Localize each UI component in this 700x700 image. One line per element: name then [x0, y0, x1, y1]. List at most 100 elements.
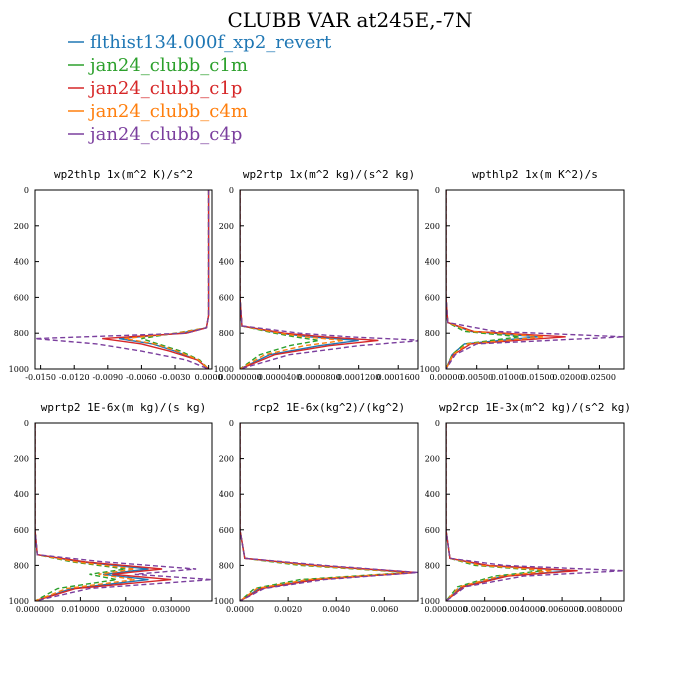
- series-group: [240, 190, 418, 369]
- series-line: [446, 190, 520, 369]
- y-tick-label: 800: [219, 561, 234, 570]
- x-tick-label: 0.0020: [274, 605, 302, 614]
- plot-frame: [445, 422, 625, 602]
- series-line: [240, 190, 418, 369]
- y-tick-label: 0: [435, 419, 440, 428]
- legend-label: jan24_clubb_c4p: [88, 124, 242, 145]
- series-line: [35, 423, 149, 601]
- y-tick-label: 1000: [9, 597, 29, 606]
- y-tick-label: 400: [14, 490, 29, 499]
- x-tick-label: 0.0060: [370, 605, 398, 614]
- series-line: [446, 423, 578, 601]
- plot-frame: [239, 422, 419, 602]
- panel-2: wp2rtp 1x(m^2 kg)/(s^2 kg) 0 200 400 600 800 1…: [214, 168, 420, 382]
- panel-3: wpthlp2 1x(m K^2)/s020040060080010000.00…: [420, 168, 625, 382]
- series-line: [35, 423, 135, 601]
- plot-frame: [34, 422, 213, 602]
- x-tick-label: 0.0000: [195, 373, 223, 382]
- panel-title: wp2thlp 1x(m^2 K)/s^2: [54, 168, 193, 181]
- x-tick-label: -0.0060: [126, 373, 157, 382]
- panel-title: wprtp2 1E-6x(m kg)/(s kg): [41, 401, 207, 414]
- x-tick-label: 0.0001200: [337, 373, 380, 382]
- legend-label: jan24_clubb_c1p: [88, 78, 242, 99]
- y-tick-label: 1000: [420, 597, 440, 606]
- series-line: [446, 423, 572, 601]
- y-tick-label: 0: [24, 419, 29, 428]
- panel-title: wpthlp2 1x(m K^2)/s: [472, 168, 598, 181]
- legend-item: jan24_clubb_c4p: [68, 124, 242, 145]
- x-tick-label: 0.01000: [491, 373, 524, 382]
- y-tick-label: 800: [425, 329, 440, 338]
- y-tick-label: 200: [14, 455, 29, 464]
- x-tick-label: 0.01500: [522, 373, 555, 382]
- series-line: [102, 190, 210, 369]
- y-tick-label: 600: [425, 293, 440, 302]
- x-tick-label: -0.0150: [25, 373, 56, 382]
- y-tick-label: 600: [425, 526, 440, 535]
- series-line: [35, 423, 212, 601]
- y-tick-label: 1000: [214, 365, 234, 374]
- series-group: [35, 423, 212, 601]
- x-tick-label: 0.000000: [16, 605, 54, 614]
- x-tick-label: 0.0040000: [502, 605, 545, 614]
- y-tick-label: 400: [14, 258, 29, 267]
- panel-title: wp2rcp 1E-3x(m^2 kg)/(s^2 kg): [439, 401, 631, 414]
- y-tick-label: 0: [435, 186, 440, 195]
- x-tick-label: 0.0000000: [218, 373, 261, 382]
- x-tick-label: 0.00000: [429, 373, 462, 382]
- x-tick-label: 0.0020000: [463, 605, 506, 614]
- x-tick-label: 0.0060000: [540, 605, 583, 614]
- plot-frame: [34, 189, 213, 370]
- series-line: [240, 190, 344, 369]
- legend-label: jan24_clubb_c1m: [88, 55, 248, 76]
- y-tick-label: 0: [229, 419, 234, 428]
- plot-frame: [445, 189, 625, 370]
- series-line: [141, 190, 210, 369]
- series-group: [240, 423, 418, 601]
- series-line: [240, 423, 411, 601]
- x-tick-label: 0.0000400: [258, 373, 301, 382]
- y-tick-label: 400: [219, 490, 234, 499]
- y-tick-label: 200: [425, 455, 440, 464]
- series-line: [446, 190, 545, 369]
- x-tick-label: 0.010000: [61, 605, 99, 614]
- x-tick-label: 0.0000800: [297, 373, 340, 382]
- series-line: [35, 190, 210, 369]
- x-tick-label: 0.0080000: [579, 605, 622, 614]
- panel-title: rcp2 1E-6x(kg^2)/(kg^2): [253, 401, 405, 414]
- series-line: [240, 190, 359, 369]
- series-line: [35, 423, 126, 601]
- x-tick-label: 0.02500: [583, 373, 616, 382]
- y-tick-label: 800: [14, 329, 29, 338]
- legend-item: jan24_clubb_c4m: [68, 101, 248, 122]
- panel-title: wp2rtp 1x(m^2 kg)/(s^2 kg): [243, 168, 415, 181]
- panel-5: rcp2 1E-6x(kg^2)/(kg^2) 0 200 400 600 800 1000…: [214, 401, 419, 614]
- x-tick-label: 0.0001600: [377, 373, 420, 382]
- series-line: [240, 190, 379, 369]
- y-tick-label: 200: [14, 222, 29, 231]
- x-tick-label: 0.020000: [107, 605, 145, 614]
- figure-title: CLUBB VAR at245E,-7N: [227, 8, 472, 32]
- x-tick-label: -0.0030: [160, 373, 191, 382]
- series-line: [446, 190, 624, 369]
- y-tick-label: 0: [229, 186, 234, 195]
- x-tick-label: 0.030000: [152, 605, 190, 614]
- series-line: [35, 423, 172, 601]
- legend: flthist134.000f_xp2_revertjan24_clubb_c1…: [68, 32, 332, 145]
- y-tick-label: 200: [219, 455, 234, 464]
- y-tick-label: 800: [219, 329, 234, 338]
- y-tick-label: 400: [425, 258, 440, 267]
- y-tick-label: 400: [219, 258, 234, 267]
- legend-item: jan24_clubb_c1m: [68, 55, 248, 76]
- y-tick-label: 600: [14, 526, 29, 535]
- panel-grid: wp2thlp 1x(m^2 K)/s^2 0 200 400 600 800 1000 -0…: [9, 168, 631, 614]
- x-tick-label: -0.0090: [92, 373, 123, 382]
- series-line: [240, 423, 418, 601]
- series-group: [35, 190, 210, 369]
- y-tick-label: 800: [14, 561, 29, 570]
- legend-label: flthist134.000f_xp2_revert: [90, 32, 332, 53]
- x-tick-label: 0.02000: [552, 373, 585, 382]
- x-tick-label: -0.0120: [59, 373, 90, 382]
- series-line: [124, 190, 210, 369]
